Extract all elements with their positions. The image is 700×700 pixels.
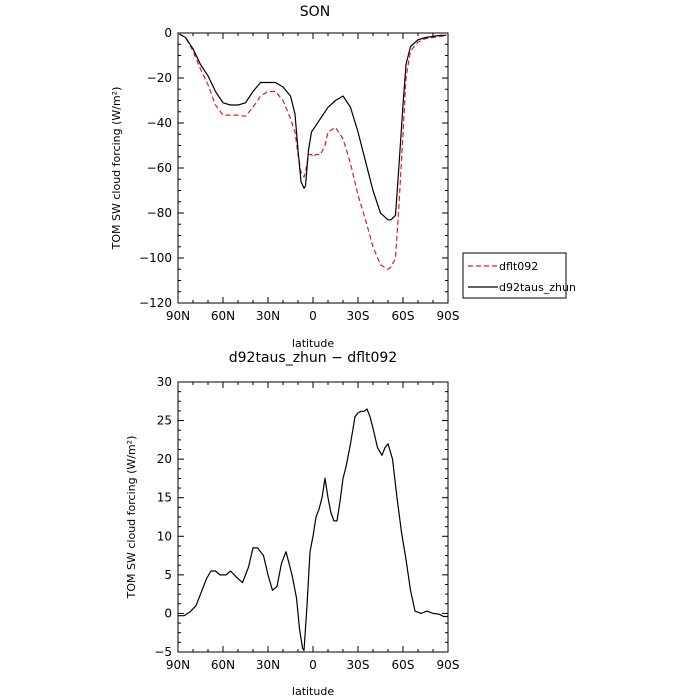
top-x-tick-label: 60S bbox=[392, 309, 415, 323]
bottom-panel: d92taus_zhun − dflt092 90N 60N 30N 0 30S 60S 9… bbox=[125, 350, 459, 698]
bottom-y-tick-label: 20 bbox=[157, 452, 172, 466]
top-plot-area bbox=[179, 33, 447, 270]
top-x-tick-label: 30N bbox=[256, 309, 280, 323]
bottom-y-tick-label: 10 bbox=[157, 529, 172, 543]
top-y-tick-label: −20 bbox=[147, 71, 172, 85]
top-y-axis-label: TOM SW cloud forcing (W/m²) bbox=[110, 87, 123, 251]
top-x-tick-label: 30S bbox=[347, 309, 370, 323]
top-panel: SON 90N 60N 30N 0 30S 60S 90S 0 −20 −40 −60 −80 −100… bbox=[110, 4, 576, 350]
bottom-x-tick-label: 60S bbox=[392, 658, 415, 672]
top-x-tick-label: 0 bbox=[309, 309, 317, 323]
top-x-axis-label: latitude bbox=[292, 337, 334, 350]
top-ticks: 90N 60N 30N 0 30S 60S 90S 0 −20 −40 −60 −80 −100 −120 bbox=[139, 26, 459, 323]
top-chart-title: SON bbox=[300, 4, 330, 20]
legend-label-dflt092: dflt092 bbox=[499, 260, 538, 273]
bottom-chart-title: d92taus_zhun − dflt092 bbox=[229, 350, 397, 366]
top-x-tick-label: 90N bbox=[166, 309, 190, 323]
top-y-tick-label: −60 bbox=[147, 161, 172, 175]
bottom-y-tick-label: 5 bbox=[164, 568, 172, 582]
bottom-ticks: 90N 60N 30N 0 30S 60S 90S 30 25 20 15 10 5 0 −5 bbox=[154, 375, 459, 672]
top-x-tick-label: 90S bbox=[437, 309, 460, 323]
bottom-y-axis-label: TOM SW cloud forcing (W/m²) bbox=[125, 436, 138, 600]
bottom-plot-area bbox=[178, 408, 448, 652]
bottom-series-line-difference bbox=[178, 408, 448, 652]
bottom-x-tick-label: 30S bbox=[347, 658, 370, 672]
bottom-x-axis-label: latitude bbox=[292, 685, 334, 698]
bottom-y-tick-label: 0 bbox=[164, 606, 172, 620]
top-y-tick-label: 0 bbox=[164, 26, 172, 40]
bottom-x-tick-label: 90N bbox=[166, 658, 190, 672]
top-y-tick-label: −100 bbox=[139, 251, 172, 265]
legend: dflt092 d92taus_zhun bbox=[462, 252, 576, 299]
bottom-y-tick-label: 15 bbox=[157, 491, 172, 505]
top-y-tick-label: −40 bbox=[147, 116, 172, 130]
bottom-x-tick-label: 30N bbox=[256, 658, 280, 672]
top-series-line-dflt092 bbox=[179, 33, 447, 270]
legend-label-d92taus-zhun: d92taus_zhun bbox=[499, 281, 576, 294]
top-y-tick-label: −80 bbox=[147, 206, 172, 220]
bottom-y-tick-label: 25 bbox=[157, 414, 172, 428]
top-plot-frame bbox=[177, 32, 449, 304]
legend-box bbox=[462, 252, 567, 299]
bottom-x-tick-label: 90S bbox=[437, 658, 460, 672]
bottom-y-tick-label: −5 bbox=[154, 645, 172, 659]
top-x-tick-label: 60N bbox=[211, 309, 235, 323]
bottom-plot-frame bbox=[177, 381, 449, 653]
top-y-tick-label: −120 bbox=[139, 296, 172, 310]
top-series-line-d92taus-zhun bbox=[179, 33, 447, 221]
bottom-x-tick-label: 60N bbox=[211, 658, 235, 672]
bottom-x-tick-label: 0 bbox=[309, 658, 317, 672]
bottom-y-tick-label: 30 bbox=[157, 375, 172, 389]
